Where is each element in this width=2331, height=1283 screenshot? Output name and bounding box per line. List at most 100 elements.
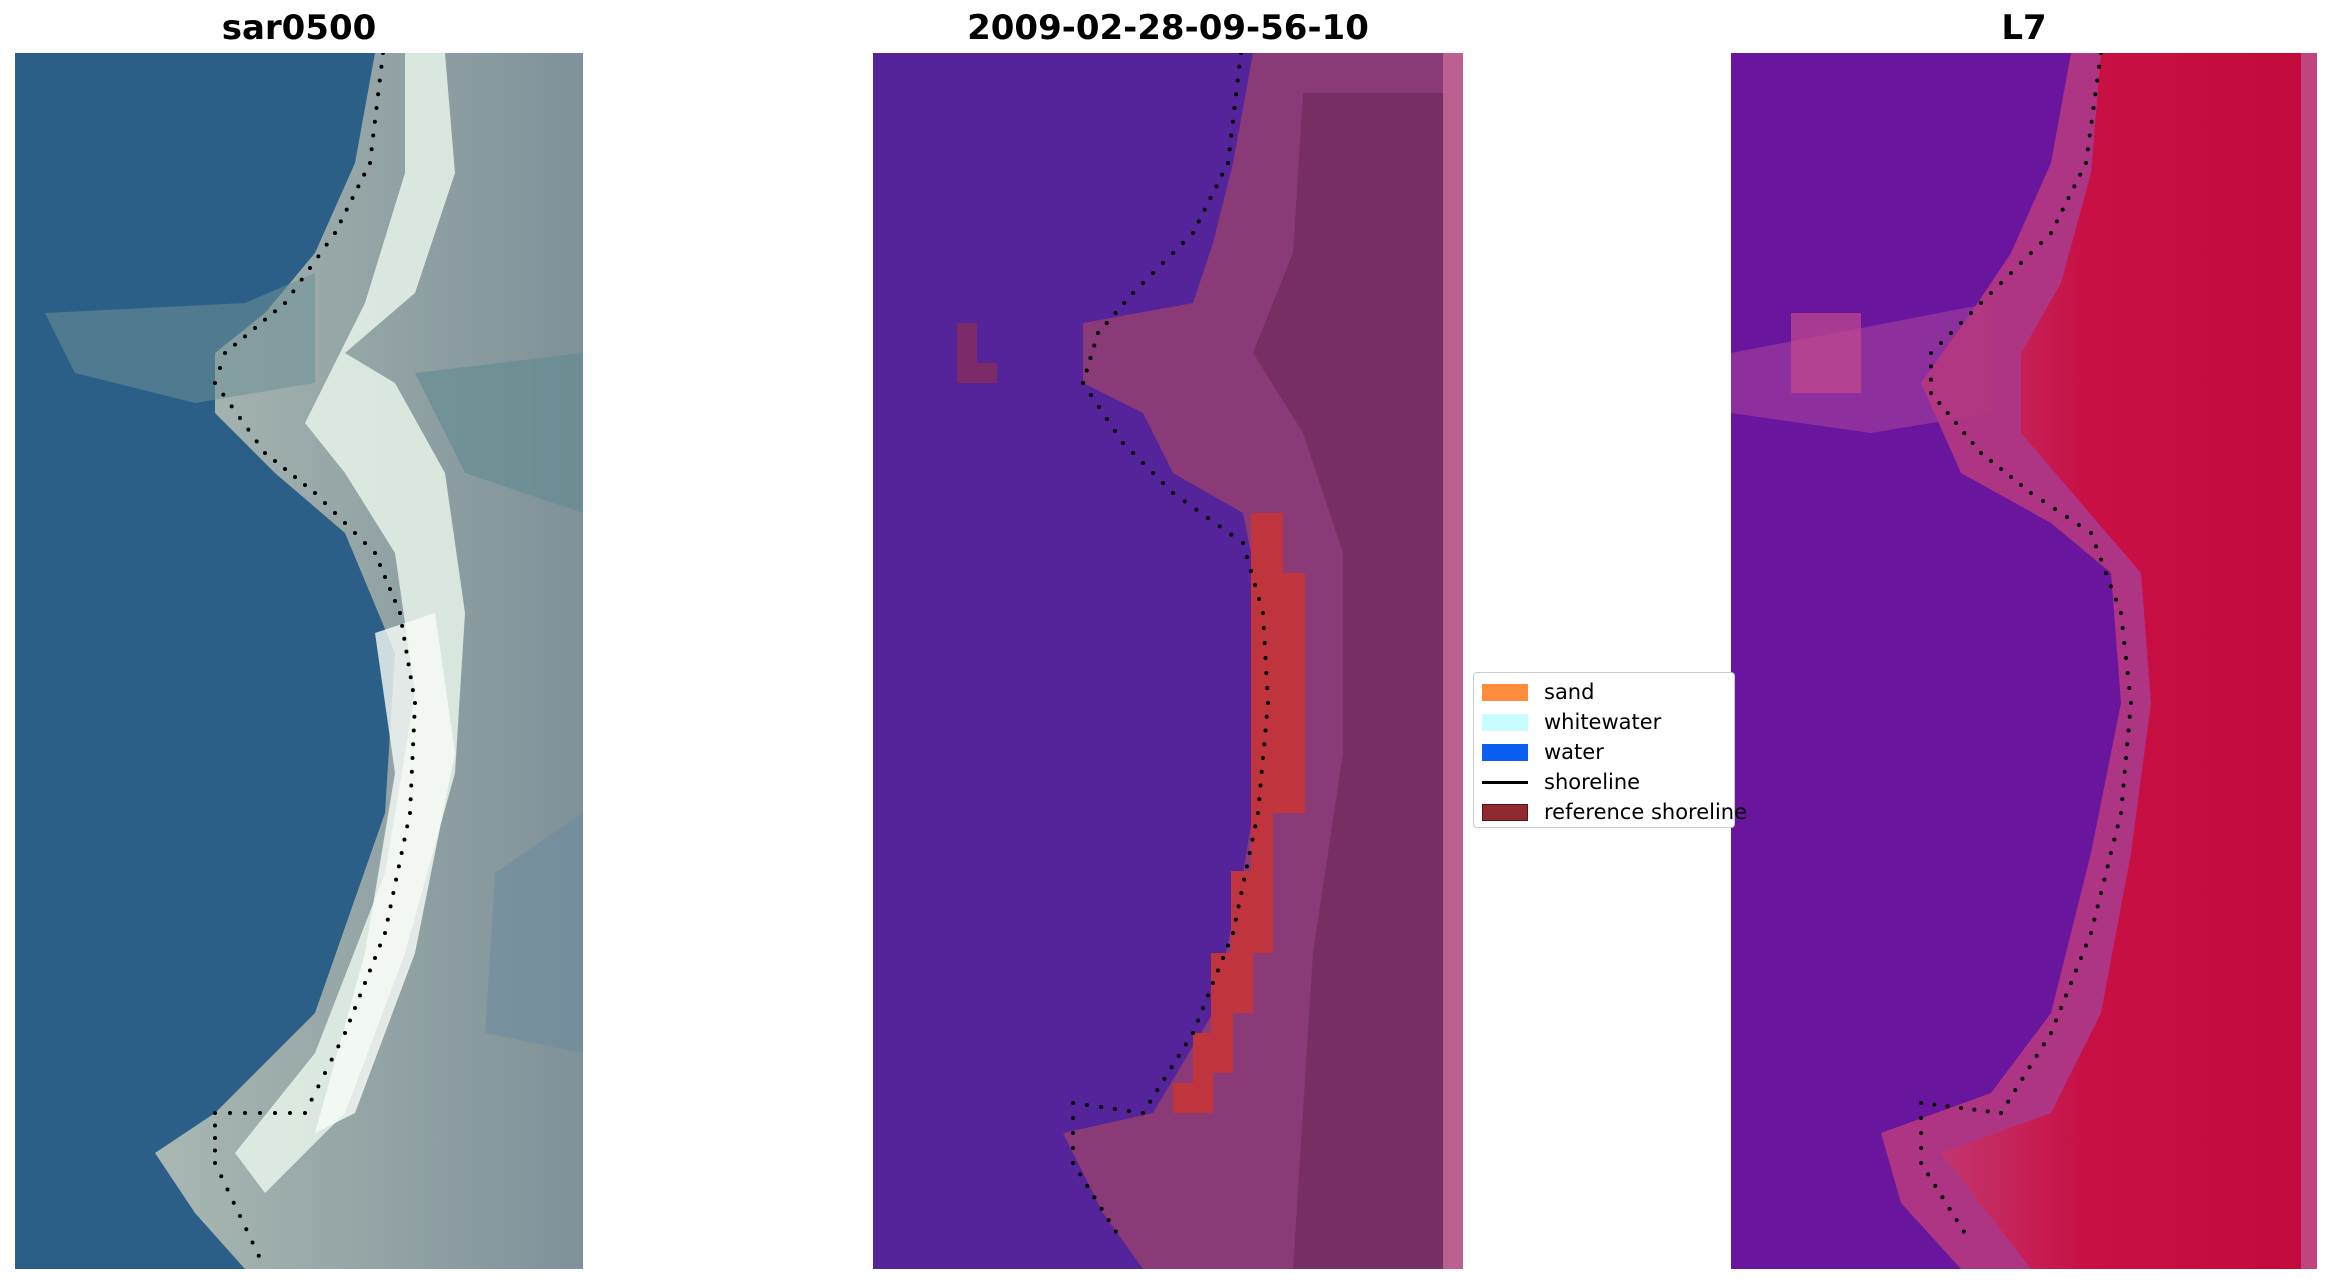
shoreline-dot: [283, 467, 287, 471]
shoreline-dot: [405, 824, 410, 829]
shoreline-dot: [2109, 851, 2113, 855]
shoreline-dot: [1085, 1183, 1090, 1188]
shoreline-dot: [1929, 377, 1933, 382]
shoreline-dot: [1261, 756, 1265, 760]
shoreline-dot: [1201, 1006, 1205, 1010]
shoreline-dot: [1131, 451, 1135, 455]
shoreline-dot: [228, 1111, 232, 1115]
shoreline-dot: [408, 811, 412, 815]
shoreline-dot: [233, 342, 237, 347]
shoreline-dot: [1999, 1111, 2003, 1115]
shoreline-dot: [1939, 341, 1943, 345]
shoreline-dot: [1239, 891, 1244, 895]
shoreline-dot: [2027, 1065, 2032, 1070]
shoreline-dot: [1954, 1218, 1959, 1223]
shoreline-dot: [1242, 877, 1247, 882]
rgb-image-panel: [15, 53, 583, 1269]
shoreline-dot: [1191, 1031, 1195, 1035]
shoreline-dot: [1265, 686, 1270, 690]
shoreline-dot: [2120, 626, 2125, 630]
shoreline-dot: [1121, 441, 1125, 445]
shoreline-dot: [411, 742, 416, 747]
shoreline-dot: [299, 277, 304, 282]
shoreline-dot: [343, 521, 347, 525]
shoreline-dot: [1171, 251, 1175, 255]
index-image: [1731, 53, 2317, 1269]
shoreline-dot: [1196, 219, 1201, 224]
shoreline-dot: [388, 587, 392, 591]
shoreline-dot: [243, 1111, 247, 1115]
shoreline-dot: [2089, 931, 2093, 935]
shoreline-dot: [1264, 714, 1269, 719]
shoreline-dot: [2124, 656, 2128, 660]
shoreline-dot: [413, 701, 417, 705]
shoreline-dot: [383, 931, 387, 935]
shoreline-dot: [358, 993, 362, 998]
shoreline-dot: [368, 968, 372, 973]
shoreline-dot: [1262, 742, 1267, 747]
shoreline-dot: [1230, 119, 1235, 124]
shoreline-dot: [1949, 331, 1953, 335]
shoreline-dot: [2065, 515, 2069, 519]
shoreline-dot: [2085, 147, 2090, 152]
shoreline-dot: [1221, 956, 1225, 960]
shoreline-dot: [324, 242, 329, 247]
shoreline-dots-rgb: [213, 53, 417, 1258]
shoreline-dot: [309, 1097, 314, 1102]
shoreline-dot: [1162, 1076, 1167, 1081]
shoreline-dot: [336, 1044, 341, 1049]
shoreline-dot: [1088, 356, 1093, 360]
shoreline-dot: [1263, 656, 1268, 660]
shoreline-dot: [2124, 756, 2128, 760]
shoreline-dot: [293, 475, 297, 479]
shoreline-dot: [2049, 231, 2053, 235]
shoreline-dot: [343, 1031, 347, 1035]
shoreline-dot: [1097, 405, 1101, 409]
shoreline-dot: [2109, 584, 2113, 589]
shoreline-dot: [1161, 481, 1165, 485]
shoreline-dot: [1261, 611, 1265, 615]
shoreline-dot: [378, 943, 382, 948]
shoreline-dot: [2029, 251, 2033, 255]
shoreline-dot: [2009, 271, 2013, 275]
shoreline-dot: [376, 92, 381, 97]
shoreline-dot: [323, 501, 327, 505]
shoreline-dot: [1926, 1172, 1931, 1177]
shoreline-dot: [2054, 1018, 2058, 1023]
shoreline-dots-classification: [1071, 53, 1270, 1234]
legend-item-reference-shoreline: reference shoreline: [1482, 797, 1747, 827]
shoreline-dot: [1239, 53, 1243, 55]
shoreline-dot: [410, 688, 415, 693]
shoreline-dot: [1256, 811, 1260, 815]
shoreline-dot: [2060, 207, 2065, 212]
shoreline-dot: [1183, 1042, 1188, 1047]
shoreline-dot: [1169, 1065, 1174, 1070]
shoreline-dot: [1161, 261, 1165, 265]
shoreline-dot: [1071, 1161, 1075, 1165]
shoreline-dot: [323, 1071, 327, 1075]
shoreline-dot: [2095, 78, 2100, 83]
shoreline-dot: [353, 531, 357, 535]
shoreline-dot: [381, 53, 385, 55]
shoreline-dot: [388, 904, 393, 909]
shoreline-dot: [1151, 271, 1155, 275]
shoreline-dot: [1141, 461, 1145, 465]
shoreline-dot: [1084, 368, 1089, 373]
classification-image: [873, 53, 1463, 1269]
shoreline-dot: [409, 769, 414, 774]
shoreline-dot: [1078, 1172, 1083, 1177]
shoreline-dot: [1226, 943, 1230, 948]
shoreline-dot: [2126, 728, 2131, 733]
shoreline-dot: [1940, 1195, 1945, 1200]
shoreline-dot: [1085, 1103, 1089, 1107]
shoreline-dot: [1989, 291, 1993, 295]
shoreline-dot: [1071, 1116, 1075, 1120]
shoreline-dot: [1250, 837, 1255, 842]
shoreline-dot: [350, 196, 355, 200]
legend-item-shoreline: shoreline: [1482, 767, 1640, 797]
legend-label-sand: sand: [1544, 680, 1595, 704]
shoreline-dot: [1999, 281, 2003, 285]
panel-title-classification: 2009-02-28-09-56-10: [967, 8, 1369, 48]
shoreline-dot: [1131, 291, 1135, 295]
shoreline-dot: [1258, 783, 1263, 788]
